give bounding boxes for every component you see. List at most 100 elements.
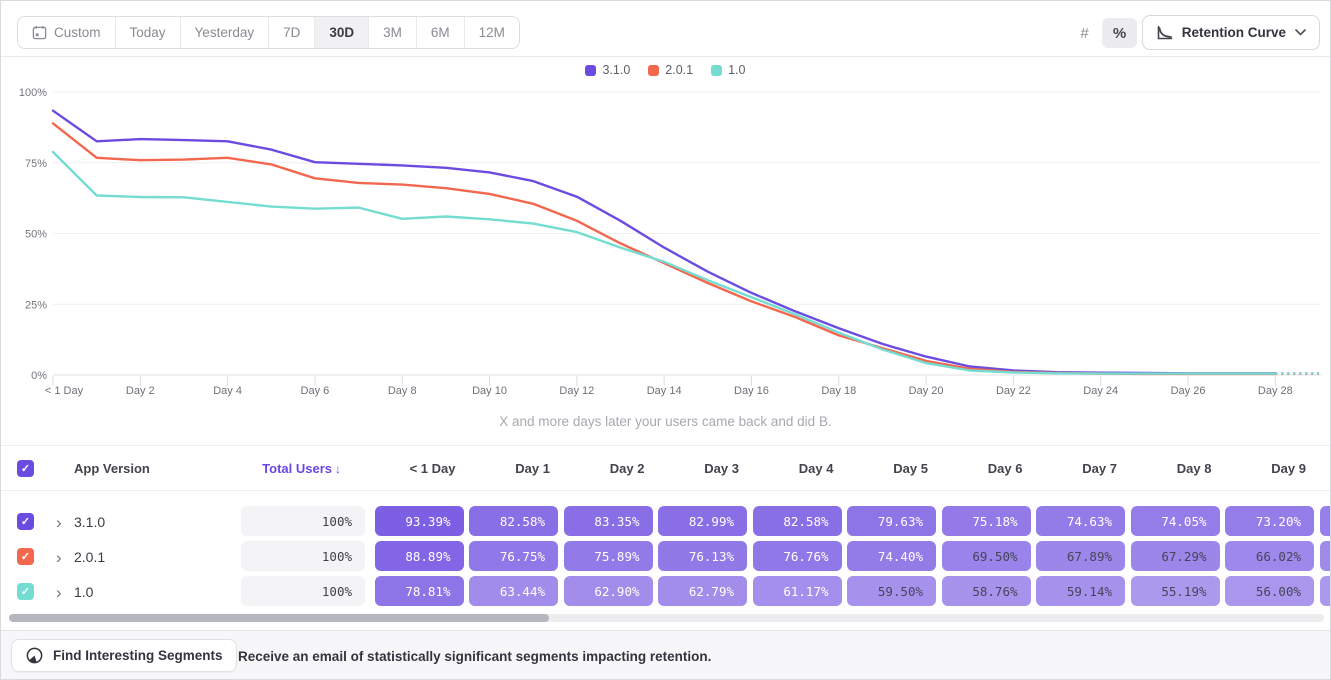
legend-swatch <box>711 64 723 76</box>
chart-subtitle: X and more days later your users came ba… <box>499 414 832 429</box>
row-checkbox-3.1.0[interactable]: ✓ <box>17 513 34 530</box>
row-checkbox-2.0.1[interactable]: ✓ <box>17 548 34 565</box>
retention-cell: 67.89% <box>1036 541 1125 571</box>
date-range-yesterday[interactable]: Yesterday <box>179 17 269 48</box>
retention-cell: 82.99% <box>658 506 747 536</box>
expand-chevron-right-icon[interactable]: › <box>56 513 62 532</box>
retention-cell: 59.14% <box>1036 576 1125 606</box>
app-version-name: 1.0 <box>74 584 94 600</box>
expand-chevron-right-icon[interactable]: › <box>56 548 62 567</box>
column-header-day-8[interactable]: Day 8 <box>1176 461 1212 476</box>
legend-item-2.0.1[interactable]: 2.0.1 <box>648 63 693 77</box>
retention-cell: 76.75% <box>469 541 558 571</box>
y-axis-tick-label: 25% <box>25 299 47 311</box>
find-interesting-segments-button[interactable]: Find Interesting Segments <box>11 639 237 672</box>
retention-cell: 75.18% <box>941 506 1031 536</box>
column-header-day-0[interactable]: < 1 Day <box>409 461 456 476</box>
retention-cell: 62.79% <box>658 576 747 606</box>
retention-cell: 82.58% <box>752 506 842 536</box>
date-range-label: Today <box>129 25 166 40</box>
y-axis-tick-label: 75% <box>25 158 47 170</box>
x-axis-tick-label: Day 4 <box>213 385 242 397</box>
expand-chevron-right-icon[interactable]: › <box>56 583 62 602</box>
chart-type-dropdown[interactable]: Retention Curve <box>1141 15 1320 50</box>
chart-legend: 3.1.0 2.0.1 1.0 <box>1 63 1330 77</box>
retention-cell-clipped <box>1319 576 1330 606</box>
column-header-day-7[interactable]: Day 7 <box>1082 461 1117 476</box>
x-axis-tick-label: Day 18 <box>821 385 856 397</box>
series-line-3.1.0 <box>51 109 1277 375</box>
date-range-30d[interactable]: 30D <box>314 17 369 48</box>
x-axis-tick-label: Day 16 <box>734 385 769 397</box>
horizontal-scrollbar-track[interactable] <box>9 614 1324 622</box>
date-range-6m[interactable]: 6M <box>415 17 464 48</box>
retention-cell: 66.02% <box>1225 541 1314 571</box>
x-axis-tick-label: Day 20 <box>909 385 944 397</box>
retention-cell: 76.13% <box>658 541 747 571</box>
x-axis-tick-label: Day 6 <box>301 385 330 397</box>
horizontal-scrollbar-thumb[interactable] <box>9 614 549 622</box>
y-axis-tick-label: 0% <box>31 370 47 382</box>
date-range-today[interactable]: Today <box>114 17 180 48</box>
legend-swatch <box>585 64 597 76</box>
segments-pie-icon <box>25 646 44 665</box>
retention-cell: 56.00% <box>1225 576 1314 606</box>
check-icon: ✓ <box>20 586 31 598</box>
select-all-checkbox[interactable]: ✓ <box>17 460 34 477</box>
retention-cell: 82.58% <box>469 506 558 536</box>
value-mode-group: #% <box>1067 18 1137 48</box>
toolbar: Custom Today Yesterday 7D 30D 3M 6M 12M #% Rete… <box>1 1 1330 57</box>
table-header-row: ✓ App Version Total Users ↓ < 1 Day Day 1 D… <box>1 446 1330 491</box>
legend-item-3.1.0[interactable]: 3.1.0 <box>585 63 630 77</box>
series-line-1.0 <box>51 150 1277 375</box>
column-header-day-4[interactable]: Day 4 <box>798 461 834 476</box>
x-axis-tick-label: Day 12 <box>559 385 594 397</box>
column-header-day-3[interactable]: Day 3 <box>704 461 739 476</box>
total-users-cell: 100% <box>241 576 365 606</box>
column-header-total-users[interactable]: Total Users ↓ <box>217 446 341 491</box>
retention-cell: 61.17% <box>752 576 842 606</box>
y-axis-tick-label: 100% <box>19 87 47 99</box>
retention-cell: 74.63% <box>1036 506 1125 536</box>
legend-swatch <box>648 64 660 76</box>
x-axis-tick-label: Day 22 <box>996 385 1031 397</box>
percent-icon: % <box>1112 24 1127 42</box>
column-header-day-1[interactable]: Day 1 <box>515 461 550 476</box>
sort-desc-icon: ↓ <box>335 461 341 476</box>
date-range-label: Yesterday <box>194 25 255 40</box>
legend-item-1.0[interactable]: 1.0 <box>711 63 746 77</box>
retention-cell-clipped <box>1319 541 1330 571</box>
date-range-label: 30D <box>329 25 355 40</box>
legend-label: 2.0.1 <box>665 63 694 77</box>
x-axis-tick-label: Day 24 <box>1083 385 1118 397</box>
date-range-label: Custom <box>54 25 101 40</box>
date-range-3m[interactable]: 3M <box>368 17 416 48</box>
percent-mode-button[interactable]: % <box>1102 18 1137 48</box>
date-range-7d[interactable]: 7D <box>268 17 315 48</box>
retention-cell: 67.29% <box>1130 541 1220 571</box>
number-sign-icon: # <box>1080 24 1089 42</box>
retention-curve-icon <box>1156 25 1173 41</box>
date-range-label: 6M <box>430 25 450 40</box>
column-header-day-2[interactable]: Day 2 <box>609 461 645 476</box>
column-header-day-5[interactable]: Day 5 <box>893 461 928 476</box>
retention-cell-clipped <box>1319 506 1330 536</box>
date-range-12m[interactable]: 12M <box>463 17 519 48</box>
legend-label: 3.1.0 <box>602 63 631 77</box>
date-range-label: 7D <box>283 25 301 40</box>
column-header-day-6[interactable]: Day 6 <box>987 461 1023 476</box>
date-range-custom[interactable]: Custom <box>18 17 115 48</box>
retention-cell: 79.63% <box>847 506 936 536</box>
check-icon: ✓ <box>20 551 31 563</box>
number-sign-mode-button[interactable]: # <box>1067 18 1102 48</box>
column-header-day-9[interactable]: Day 9 <box>1271 461 1306 476</box>
retention-cell: 58.76% <box>941 576 1031 606</box>
calendar-icon <box>32 25 47 40</box>
retention-cell: 74.05% <box>1130 506 1220 536</box>
check-icon: ✓ <box>20 516 31 528</box>
retention-table: ✓ App Version Total Users ↓ < 1 Day Day 1 D… <box>1 445 1330 611</box>
row-checkbox-1.0[interactable]: ✓ <box>17 583 34 600</box>
app-version-name: 2.0.1 <box>74 549 106 565</box>
retention-cell: 75.89% <box>563 541 653 571</box>
